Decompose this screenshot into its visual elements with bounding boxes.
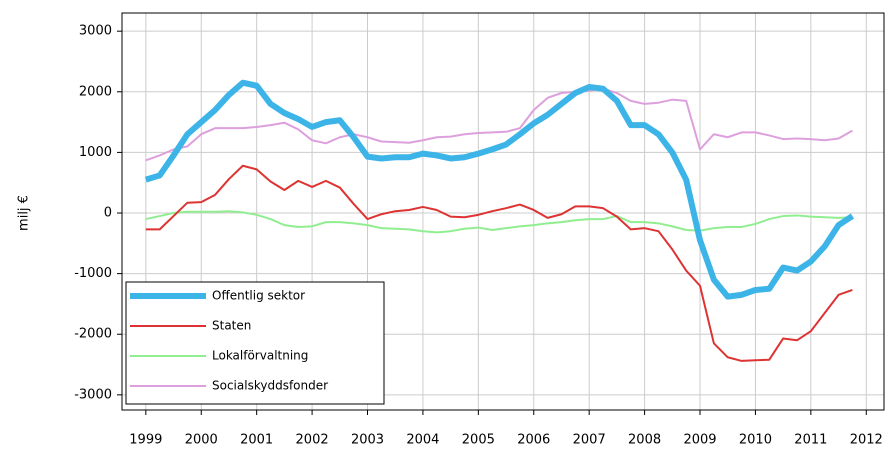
x-tick-label: 2010 [739,433,772,448]
y-tick-label: 1000 [79,145,112,160]
legend-label: Lokalförvaltning [212,349,308,363]
x-tick-label: 2001 [240,433,273,448]
legend-box [125,281,385,405]
x-tick-label: 2006 [517,433,550,448]
x-tick-label: 1999 [129,433,162,448]
series-line [145,164,853,362]
x-tick-label: 2009 [683,433,716,448]
y-tick-label: 2000 [79,84,112,99]
y-tick-label: -3000 [74,387,112,402]
plot-frame [121,12,885,411]
series-line [145,210,853,234]
y-tick-label: 3000 [79,24,112,39]
legend-label: Staten [212,319,251,333]
y-tick-label: 0 [104,206,112,221]
x-tick-label: 2000 [185,433,218,448]
x-tick-label: 2011 [794,433,827,448]
y-tick-label: -2000 [74,327,112,342]
x-tick-label: 2008 [628,433,661,448]
series-line [145,87,853,162]
y-tick-label: -1000 [74,266,112,281]
x-tick-label: 2004 [406,433,439,448]
y-axis-label: milj € [17,195,32,231]
x-tick-label: 2005 [462,433,495,448]
x-tick-label: 2007 [573,433,606,448]
series-line [144,79,855,300]
x-tick-label: 2002 [296,433,329,448]
legend-label: Socialskyddsfonder [212,379,328,393]
x-tick-label: 2012 [850,433,883,448]
legend-label: Offentlig sektor [212,289,305,303]
x-tick-label: 2003 [351,433,384,448]
